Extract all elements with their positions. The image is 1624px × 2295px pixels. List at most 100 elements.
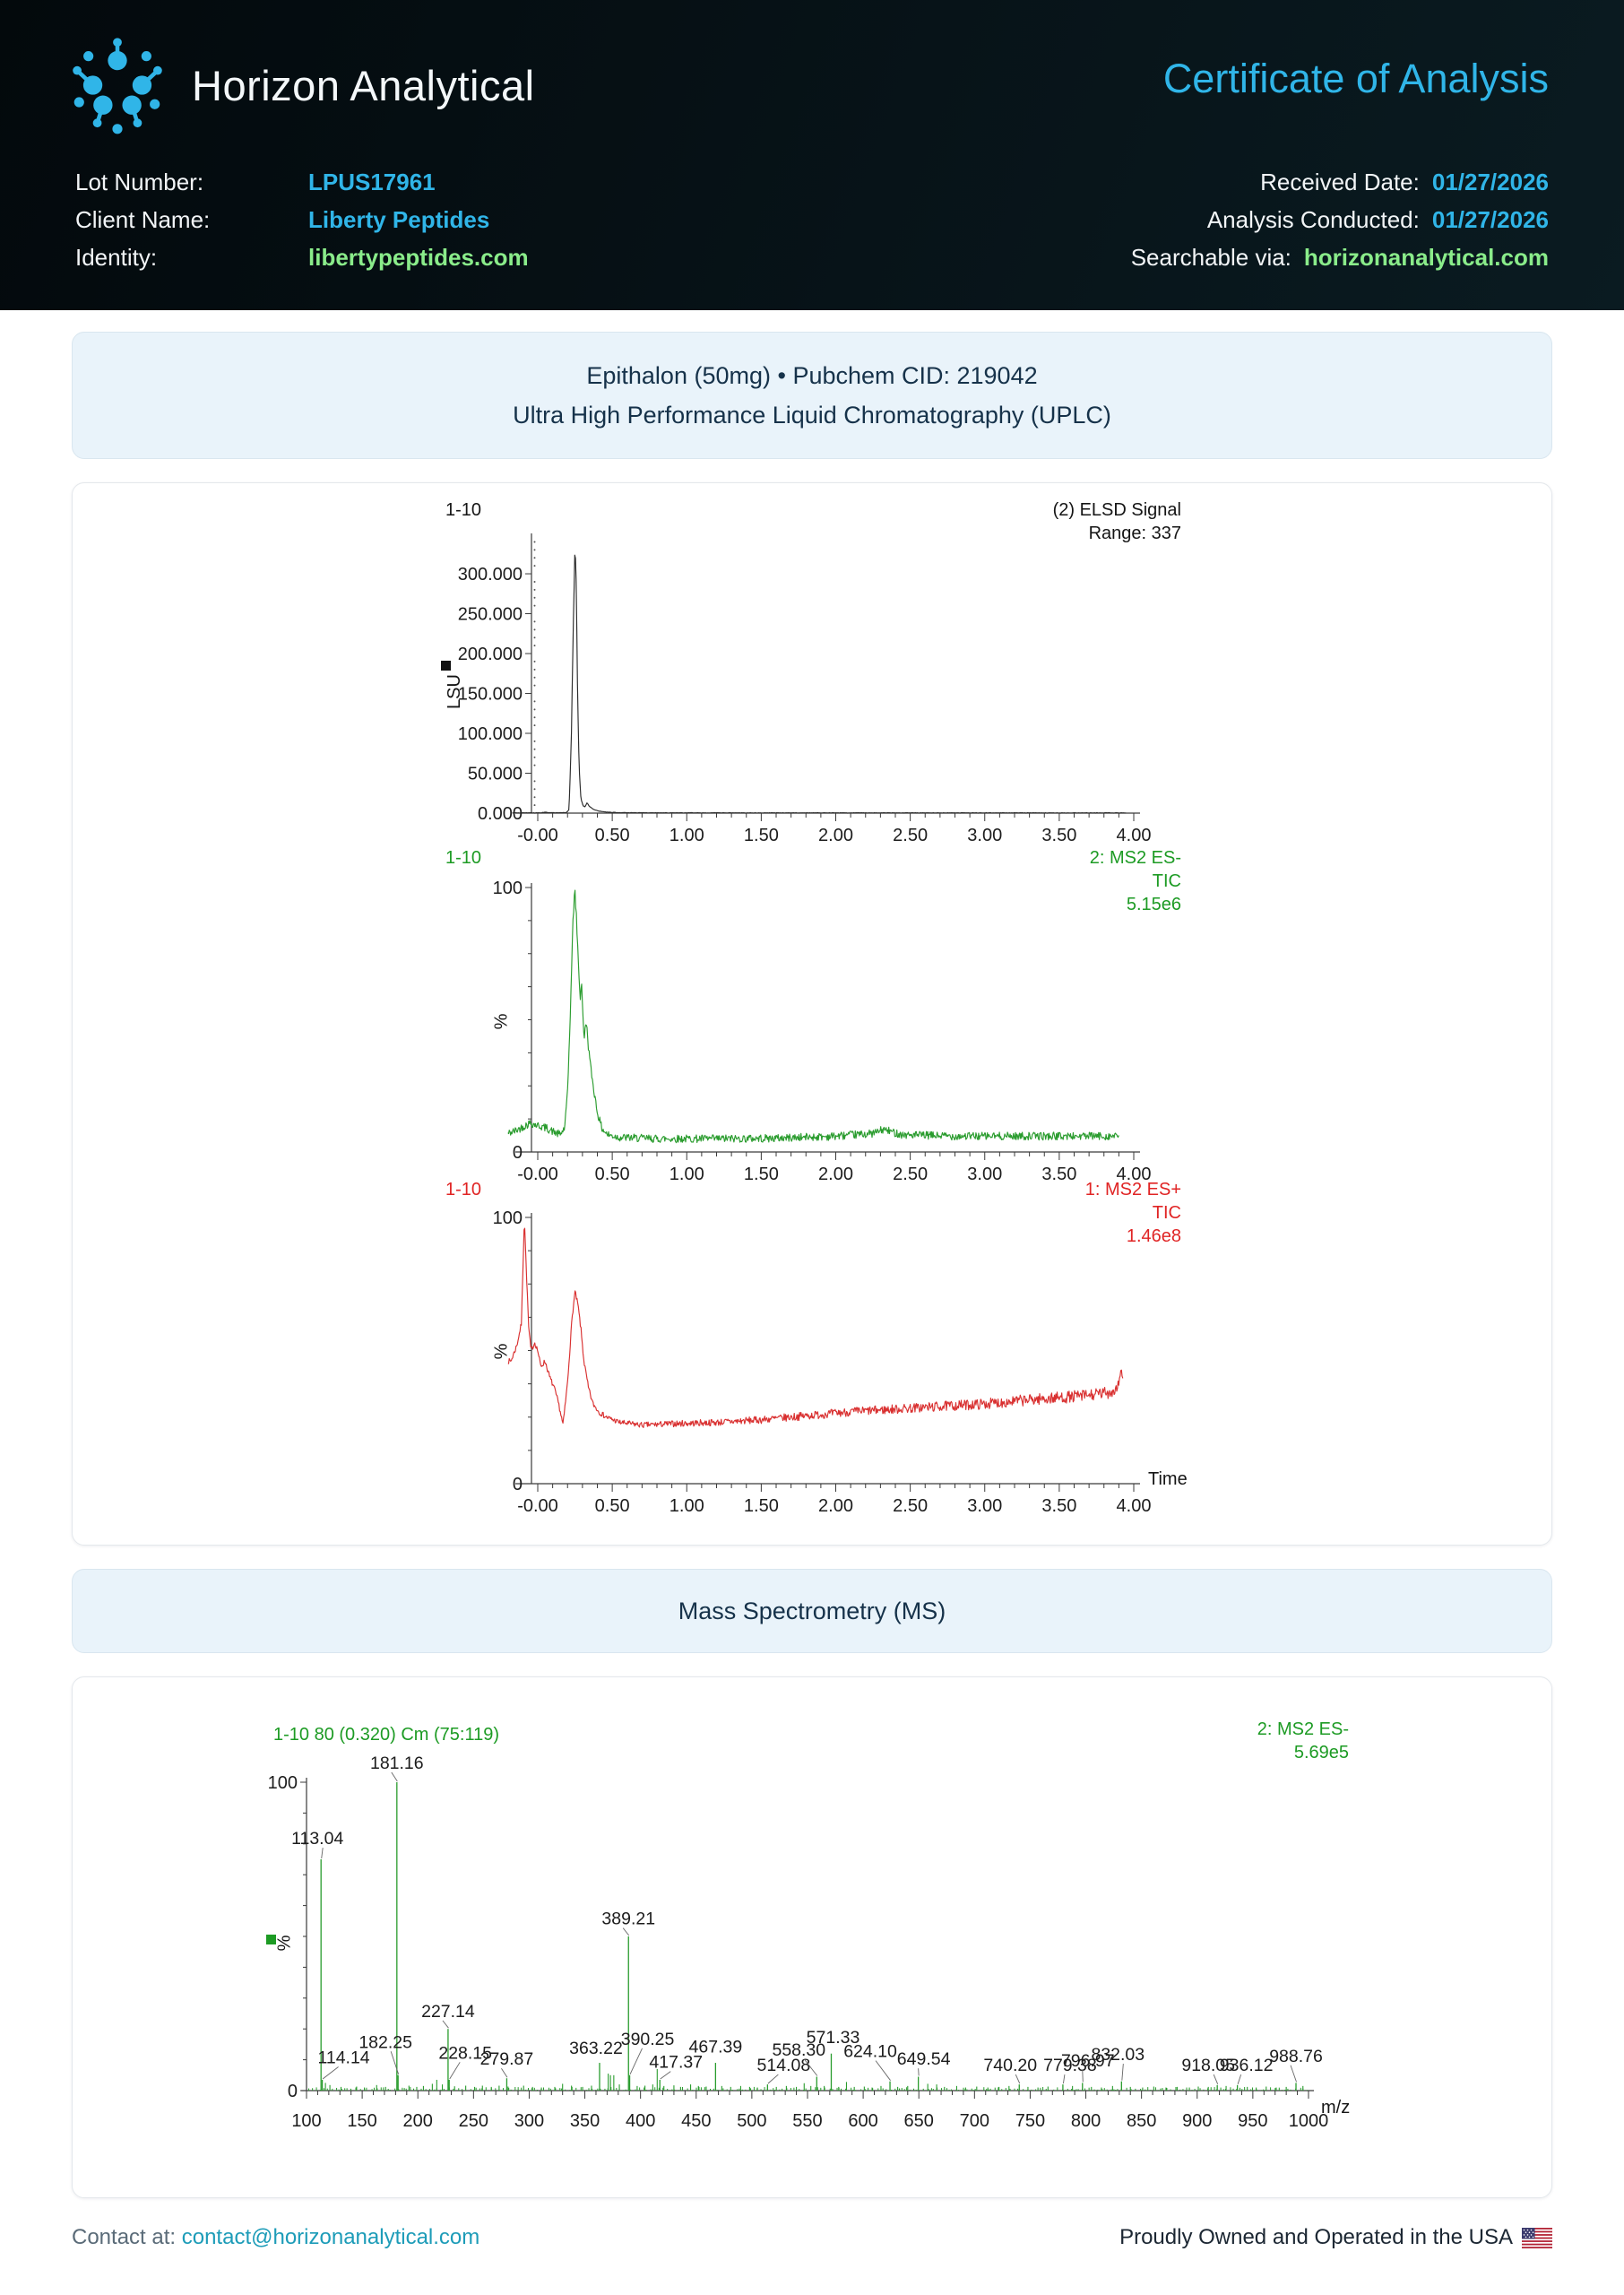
svg-text:4.00: 4.00 xyxy=(1117,1165,1152,1184)
svg-text:571.33: 571.33 xyxy=(807,2028,860,2048)
svg-text:100: 100 xyxy=(291,2111,321,2131)
identity-label: Identity: xyxy=(75,243,158,271)
searchable-value: horizonanalytical.com xyxy=(1303,243,1549,271)
svg-text:250: 250 xyxy=(459,2111,488,2131)
svg-text:0.50: 0.50 xyxy=(595,826,630,845)
ms-y-axis-label: % xyxy=(274,1935,295,1952)
us-flag-icon xyxy=(1522,2227,1552,2248)
svg-text:2.50: 2.50 xyxy=(893,1165,928,1184)
tic-pos-y-axis-label: % xyxy=(491,1343,512,1360)
svg-text:850: 850 xyxy=(1127,2111,1156,2131)
svg-text:3.50: 3.50 xyxy=(1041,1165,1076,1184)
svg-text:113.04: 113.04 xyxy=(291,1829,343,1849)
searchable-label: Searchable via: xyxy=(1130,243,1291,271)
ms-axis-marker-square xyxy=(266,1935,276,1944)
svg-text:114.14: 114.14 xyxy=(317,2048,369,2067)
contact-email-link[interactable]: contact@horizonanalytical.com xyxy=(181,2225,480,2249)
elsd-axis-marker-square xyxy=(441,661,451,671)
header: Horizon Analytical Certificate of Analys… xyxy=(0,0,1624,310)
analysis-date-row: Analysis Conducted: 01/27/2026 xyxy=(1131,201,1549,238)
analysis-date-label: Analysis Conducted: xyxy=(1206,205,1420,233)
lot-number-label: Lot Number: xyxy=(75,168,204,195)
svg-text:779.38: 779.38 xyxy=(1043,2056,1097,2075)
svg-text:-0.00: -0.00 xyxy=(517,1496,558,1516)
elsd-signal-line1: (2) ELSD Signal xyxy=(1052,500,1181,520)
ms-chart-card xyxy=(72,1676,1552,2198)
svg-text:181.16: 181.16 xyxy=(370,1754,424,1773)
mz-axis-label: m/z xyxy=(1321,2098,1351,2117)
svg-text:3.00: 3.00 xyxy=(967,1165,1002,1184)
svg-text:1.00: 1.00 xyxy=(669,826,704,845)
sample-title-card: Epithalon (50mg) • Pubchem CID: 219042 U… xyxy=(72,332,1552,459)
tic-pos-run-label: 1-10 xyxy=(445,1180,482,1199)
svg-text:250.000: 250.000 xyxy=(458,605,523,625)
sample-title-line2: Ultra High Performance Liquid Chromatogr… xyxy=(513,402,1111,429)
svg-text:740.20: 740.20 xyxy=(983,2056,1037,2075)
svg-text:0: 0 xyxy=(513,1475,523,1494)
ms-signal-line2: 5.69e5 xyxy=(1293,1743,1349,1762)
svg-text:279.87: 279.87 xyxy=(480,2049,534,2069)
svg-text:1.00: 1.00 xyxy=(669,1165,704,1184)
footer-right-text: Proudly Owned and Operated in the USA xyxy=(1119,2225,1513,2249)
svg-text:400: 400 xyxy=(626,2111,655,2131)
identity-value: libertypeptides.com xyxy=(308,243,529,271)
svg-text:-0.00: -0.00 xyxy=(517,1165,558,1184)
searchable-row: Searchable via: horizonanalytical.com xyxy=(1131,238,1549,276)
svg-text:800: 800 xyxy=(1071,2111,1101,2131)
svg-text:100: 100 xyxy=(268,1773,298,1793)
header-fields-right: Received Date: 01/27/2026 Analysis Condu… xyxy=(1131,163,1549,276)
brand-name: Horizon Analytical xyxy=(192,61,535,109)
tic-neg-signal-line2: TIC xyxy=(1152,871,1181,891)
svg-text:467.39: 467.39 xyxy=(689,2037,743,2057)
svg-text:649.54: 649.54 xyxy=(897,2049,951,2069)
svg-text:1.50: 1.50 xyxy=(744,1165,779,1184)
tic-neg-signal-line1: 2: MS2 ES- xyxy=(1089,848,1181,868)
tic-neg-run-label: 1-10 xyxy=(445,848,482,868)
svg-text:832.03: 832.03 xyxy=(1091,2045,1145,2065)
svg-text:900: 900 xyxy=(1182,2111,1212,2131)
lot-number-value: LPUS17961 xyxy=(308,168,436,195)
uplc-chart-card xyxy=(72,482,1552,1546)
svg-text:227.14: 227.14 xyxy=(421,2002,475,2022)
svg-text:-0.00: -0.00 xyxy=(517,826,558,845)
received-date-value: 01/27/2026 xyxy=(1431,168,1549,195)
svg-text:1.50: 1.50 xyxy=(744,826,779,845)
svg-text:100: 100 xyxy=(493,879,523,898)
svg-text:4.00: 4.00 xyxy=(1117,1496,1152,1516)
elsd-run-label: 1-10 xyxy=(445,500,482,520)
svg-text:558.30: 558.30 xyxy=(772,2040,825,2060)
document-title: Certificate of Analysis xyxy=(1162,56,1549,101)
svg-text:500: 500 xyxy=(737,2111,766,2131)
ms-signal-line1: 2: MS2 ES- xyxy=(1257,1719,1349,1739)
svg-text:750: 750 xyxy=(1015,2111,1045,2131)
tic-pos-signal-line3: 1.46e8 xyxy=(1126,1226,1181,1246)
svg-text:0.50: 0.50 xyxy=(595,1496,630,1516)
svg-text:0: 0 xyxy=(513,1143,523,1163)
svg-text:300: 300 xyxy=(514,2111,544,2131)
svg-text:100: 100 xyxy=(493,1208,523,1228)
svg-text:0.50: 0.50 xyxy=(595,1165,630,1184)
svg-text:2.00: 2.00 xyxy=(818,1496,853,1516)
elsd-signal-label: (2) ELSD Signal Range: 337 xyxy=(1053,498,1181,545)
brand-block: Horizon Analytical xyxy=(63,27,535,143)
svg-text:3.00: 3.00 xyxy=(967,1496,1002,1516)
svg-text:0.000: 0.000 xyxy=(478,804,523,824)
svg-text:100.000: 100.000 xyxy=(458,724,523,744)
svg-text:936.12: 936.12 xyxy=(1220,2056,1274,2075)
ms-section-title: Mass Spectrometry (MS) xyxy=(678,1598,946,1624)
ms-signal-label: 2: MS2 ES- 5.69e5 xyxy=(1257,1718,1349,1764)
svg-text:700: 700 xyxy=(960,2111,989,2131)
contact-label: Contact at: xyxy=(72,2225,177,2249)
svg-text:0: 0 xyxy=(288,2082,298,2101)
svg-text:3.50: 3.50 xyxy=(1041,826,1076,845)
lot-number-row: Lot Number: LPUS17961 xyxy=(75,163,529,201)
tic-pos-signal-label: 1: MS2 ES+ TIC 1.46e8 xyxy=(1085,1178,1181,1248)
svg-text:550: 550 xyxy=(792,2111,822,2131)
client-name-row: Client Name: Liberty Peptides xyxy=(75,201,529,238)
elsd-y-axis-label: LSU xyxy=(444,674,464,709)
svg-text:389.21: 389.21 xyxy=(601,1910,655,1929)
tic-pos-signal-line1: 1: MS2 ES+ xyxy=(1084,1180,1181,1199)
time-axis-label: Time xyxy=(1148,1469,1188,1489)
ms-scan-header: 1-10 80 (0.320) Cm (75:119) xyxy=(273,1725,499,1745)
tic-neg-y-axis-label: % xyxy=(491,1013,512,1030)
